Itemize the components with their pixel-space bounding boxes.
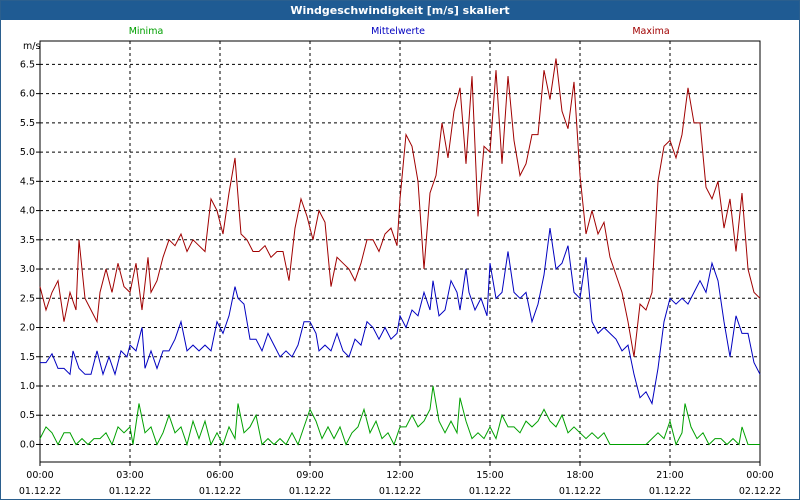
y-axis: 0.0 0.5 1.0 1.5 2.0 2.5 3.0 3.5 4.0 4.5 5.0 5.5 6.0 6… xyxy=(20,59,40,450)
y-tick-label: 6.5 xyxy=(20,59,35,70)
legend-item-minima: Minima xyxy=(129,26,164,37)
x-tick-time: 00:00 xyxy=(26,470,53,481)
legend: Minima Mittelwerte Maxima xyxy=(129,26,670,37)
x-tick-date: 01.12.22 xyxy=(199,486,241,497)
y-axis-label: m/s xyxy=(23,41,40,52)
x-axis: 00:00 01.12.22 03:00 01.12.22 06:00 01.12.22 0… xyxy=(19,462,781,497)
x-tick-time: 03:00 xyxy=(116,470,143,481)
x-tick-time: 06:00 xyxy=(206,470,233,481)
series-line-maxima xyxy=(39,58,761,357)
series-line-mittelwerte xyxy=(40,228,761,406)
y-tick-label: 5.0 xyxy=(20,147,35,158)
y-tick-label: 5.5 xyxy=(20,118,35,129)
x-tick-time: 18:00 xyxy=(566,470,593,481)
y-tick-label: 2.0 xyxy=(20,323,35,334)
y-tick-label: 0.5 xyxy=(20,410,35,421)
y-tick-label: 3.0 xyxy=(20,264,35,275)
legend-item-mittelwerte: Mittelwerte xyxy=(371,26,425,37)
x-tick-date: 01.12.22 xyxy=(289,486,331,497)
series-lines xyxy=(39,58,761,447)
series-line-minima xyxy=(39,385,760,447)
x-tick-date: 02.12.22 xyxy=(739,486,781,497)
chart-title: Windgeschwindigkeit [m/s] skaliert xyxy=(1,1,799,20)
x-tick-date: 01.12.22 xyxy=(19,486,61,497)
x-tick-time: 12:00 xyxy=(386,470,413,481)
x-tick-time: 15:00 xyxy=(476,470,503,481)
y-tick-label: 4.0 xyxy=(20,206,35,217)
x-tick-date: 01.12.22 xyxy=(469,486,511,497)
x-tick-date: 01.12.22 xyxy=(379,486,421,497)
y-tick-label: 1.5 xyxy=(20,352,35,363)
x-tick-time: 00:00 xyxy=(746,470,773,481)
y-tick-label: 2.5 xyxy=(20,293,35,304)
y-tick-label: 3.5 xyxy=(20,235,35,246)
legend-item-maxima: Maxima xyxy=(632,26,669,37)
y-tick-label: 4.5 xyxy=(20,176,35,187)
y-tick-label: 0.0 xyxy=(20,439,35,450)
y-tick-label: 1.0 xyxy=(20,381,35,392)
y-tick-label: 6.0 xyxy=(20,89,35,100)
x-tick-date: 01.12.22 xyxy=(559,486,601,497)
x-tick-time: 09:00 xyxy=(296,470,323,481)
x-tick-date: 01.12.22 xyxy=(649,486,691,497)
x-tick-date: 01.12.22 xyxy=(109,486,151,497)
x-tick-time: 21:00 xyxy=(656,470,683,481)
